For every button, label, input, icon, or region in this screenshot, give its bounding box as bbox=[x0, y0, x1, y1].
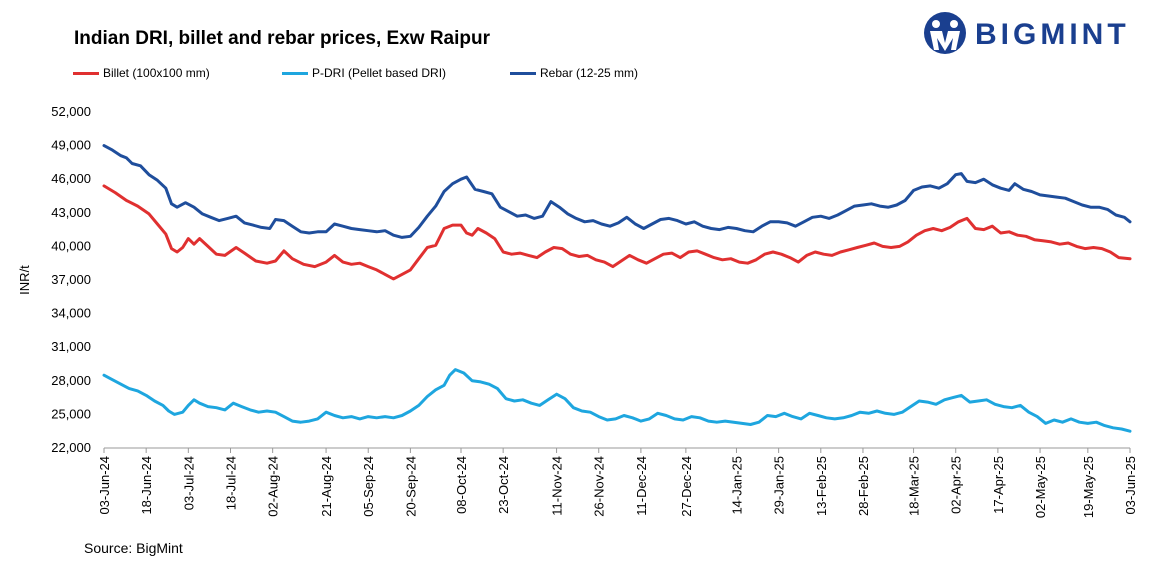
x-tick-label: 26-Nov-24 bbox=[592, 456, 607, 517]
legend-swatch-pdri bbox=[282, 71, 308, 75]
x-tick-label: 18-Jun-24 bbox=[139, 456, 154, 515]
x-axis: 03-Jun-24 18-Jun-24 03-Jul-24 18-Jul-24 02-A… bbox=[97, 447, 1138, 518]
x-tick-label: 14-Jan-25 bbox=[729, 456, 744, 515]
source-note: Source: BigMint bbox=[84, 540, 183, 556]
x-tick-label: 02-Aug-24 bbox=[266, 456, 281, 517]
legend-item-pdri: P-DRI (Pellet based DRI) bbox=[282, 66, 446, 80]
y-tick-label: 25,000 bbox=[51, 406, 91, 421]
y-axis-label: INR/t bbox=[17, 265, 32, 295]
legend-label-rebar: Rebar (12-25 mm) bbox=[540, 66, 639, 80]
y-tick-label: 34,000 bbox=[51, 306, 91, 321]
legend-label-billet: Billet (100x100 mm) bbox=[103, 66, 210, 80]
brand-logo: BIGMINT bbox=[921, 10, 1141, 56]
x-tick-label: 05-Sep-24 bbox=[361, 456, 376, 517]
x-tick-label: 29-Jan-25 bbox=[772, 456, 787, 515]
chart-legend: Billet (100x100 mm) P-DRI (Pellet based … bbox=[0, 66, 700, 82]
x-tick-label: 27-Dec-24 bbox=[679, 456, 694, 517]
y-tick-label: 49,000 bbox=[51, 138, 91, 153]
logo-emblem-icon bbox=[924, 12, 966, 54]
y-tick-label: 22,000 bbox=[51, 440, 91, 455]
x-tick-label: 28-Feb-25 bbox=[856, 456, 871, 516]
x-tick-label: 02-Apr-25 bbox=[949, 456, 964, 514]
brand-name: BIGMINT bbox=[975, 18, 1130, 51]
x-tick-label: 13-Feb-25 bbox=[814, 456, 829, 516]
x-tick-label: 21-Aug-24 bbox=[319, 456, 334, 517]
series-line-billet bbox=[102, 184, 1132, 281]
legend-item-rebar: Rebar (12-25 mm) bbox=[510, 66, 638, 80]
x-tick-label: 19-May-25 bbox=[1081, 456, 1096, 518]
y-tick-label: 46,000 bbox=[51, 171, 91, 186]
legend-swatch-billet bbox=[73, 71, 99, 75]
x-tick-label: 11-Dec-24 bbox=[634, 456, 649, 516]
x-tick-label: 03-Jun-24 bbox=[97, 456, 112, 515]
x-tick-label: 23-Oct-24 bbox=[496, 456, 511, 514]
series-line-rebar bbox=[102, 144, 1132, 239]
x-tick-label: 11-Nov-24 bbox=[550, 456, 565, 516]
x-tick-label: 02-May-25 bbox=[1033, 456, 1048, 518]
y-tick-label: 52,000 bbox=[51, 104, 91, 119]
y-tick-label: 31,000 bbox=[51, 339, 91, 354]
series-lines bbox=[102, 144, 1132, 433]
legend-label-pdri: P-DRI (Pellet based DRI) bbox=[312, 66, 447, 80]
x-tick-label: 03-Jun-25 bbox=[1123, 456, 1138, 515]
x-tick-label: 18-Jul-24 bbox=[223, 456, 238, 510]
x-tick-label: 08-Oct-24 bbox=[454, 456, 469, 514]
legend-item-billet: Billet (100x100 mm) bbox=[73, 66, 210, 80]
y-tick-label: 37,000 bbox=[51, 272, 91, 287]
y-tick-label: 28,000 bbox=[51, 373, 91, 388]
y-axis: 22,000 25,000 28,000 31,000 34,000 37,000 40,0… bbox=[51, 104, 91, 455]
chart-title: Indian DRI, billet and rebar prices, Exw… bbox=[74, 28, 490, 49]
y-tick-label: 43,000 bbox=[51, 205, 91, 220]
x-tick-label: 03-Jul-24 bbox=[181, 456, 196, 510]
y-tick-label: 40,000 bbox=[51, 238, 91, 253]
legend-swatch-rebar bbox=[510, 71, 536, 75]
x-tick-label: 18-Mar-25 bbox=[907, 456, 922, 516]
series-line-pdri bbox=[102, 368, 1132, 433]
x-tick-label: 20-Sep-24 bbox=[403, 456, 418, 517]
x-tick-label: 17-Apr-25 bbox=[991, 456, 1006, 514]
